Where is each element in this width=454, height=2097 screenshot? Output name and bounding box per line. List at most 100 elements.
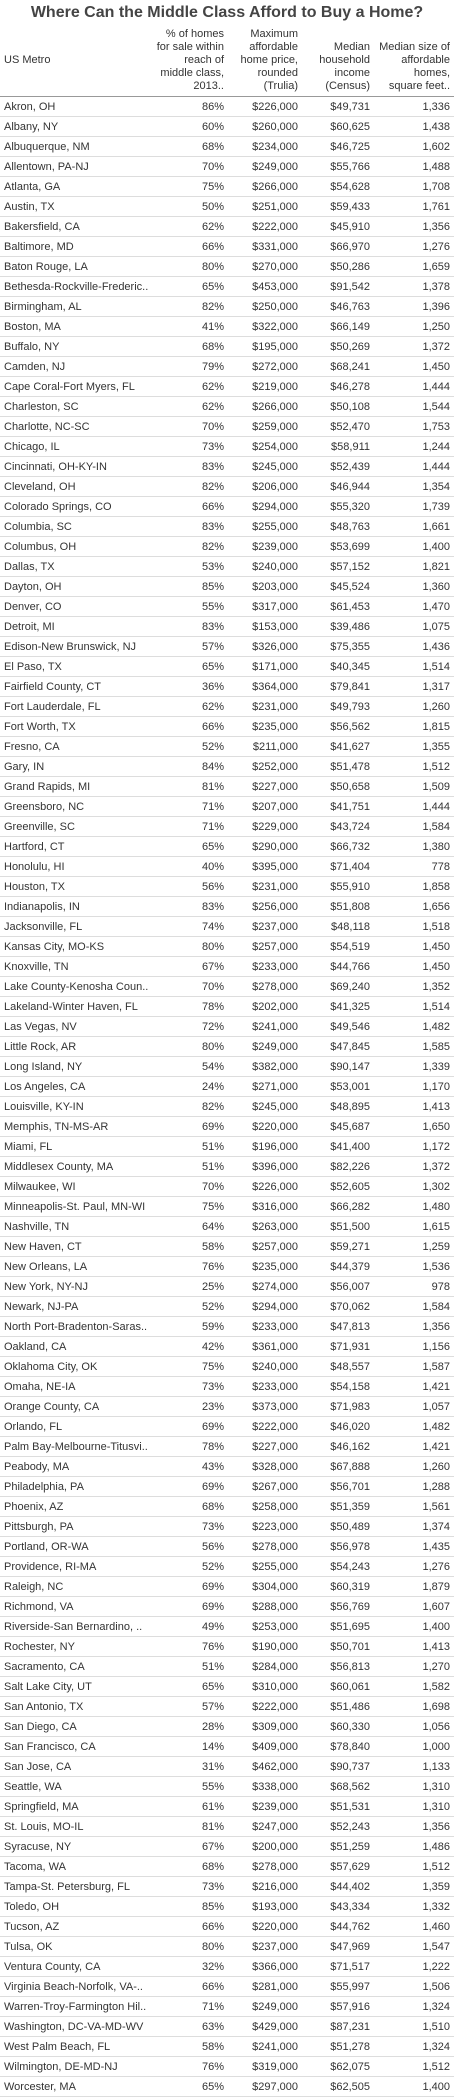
value-cell: 69% bbox=[152, 1116, 228, 1137]
value-cell: $200,000 bbox=[228, 1836, 302, 1857]
metro-cell: Riverside-San Bernardino, .. bbox=[0, 1616, 152, 1637]
value-cell: $260,000 bbox=[228, 116, 302, 137]
value-cell: 1,374 bbox=[374, 1516, 454, 1537]
value-cell: 1,355 bbox=[374, 736, 454, 757]
value-cell: $462,000 bbox=[228, 1756, 302, 1777]
value-cell: 55% bbox=[152, 596, 228, 617]
table-row: West Palm Beach, FL 58% $241,000 $51,278 1,3… bbox=[0, 2036, 454, 2057]
value-cell: $220,000 bbox=[228, 1916, 302, 1937]
value-cell: 81% bbox=[152, 776, 228, 797]
metro-cell: Bakersfield, CA bbox=[0, 216, 152, 237]
value-cell: 1,336 bbox=[374, 96, 454, 117]
metro-cell: Charleston, SC bbox=[0, 396, 152, 417]
value-cell: 80% bbox=[152, 1936, 228, 1957]
value-cell: 65% bbox=[152, 2076, 228, 2097]
value-cell: $258,000 bbox=[228, 1496, 302, 1517]
value-cell: 1,310 bbox=[374, 1796, 454, 1817]
metro-cell: Bethesda-Rockville-Frederic.. bbox=[0, 276, 152, 297]
value-cell: 40% bbox=[152, 856, 228, 877]
value-cell: 1,450 bbox=[374, 956, 454, 977]
value-cell: 1,250 bbox=[374, 316, 454, 337]
value-cell: 69% bbox=[152, 1596, 228, 1617]
value-cell: 74% bbox=[152, 916, 228, 937]
value-cell: 1,172 bbox=[374, 1136, 454, 1157]
value-cell: 1,602 bbox=[374, 136, 454, 157]
metro-cell: Salt Lake City, UT bbox=[0, 1676, 152, 1697]
value-cell: $202,000 bbox=[228, 996, 302, 1017]
value-cell: 1,400 bbox=[374, 2076, 454, 2097]
value-cell: $71,983 bbox=[302, 1396, 374, 1417]
table-row: Atlanta, GA 75% $266,000 $54,628 1,708 bbox=[0, 176, 454, 197]
value-cell: $328,000 bbox=[228, 1456, 302, 1477]
table-row: Omaha, NE-IA 73% $233,000 $54,158 1,421 bbox=[0, 1376, 454, 1397]
value-cell: 84% bbox=[152, 756, 228, 777]
value-cell: $50,701 bbox=[302, 1636, 374, 1657]
metro-cell: Columbus, OH bbox=[0, 536, 152, 557]
table-row: Detroit, MI 83% $153,000 $39,486 1,075 bbox=[0, 616, 454, 637]
value-cell: $245,000 bbox=[228, 456, 302, 477]
value-cell: $46,020 bbox=[302, 1416, 374, 1437]
value-cell: $44,379 bbox=[302, 1256, 374, 1277]
value-cell: 62% bbox=[152, 696, 228, 717]
table-row: Knoxville, TN 67% $233,000 $44,766 1,450 bbox=[0, 956, 454, 977]
value-cell: 80% bbox=[152, 256, 228, 277]
value-cell: 42% bbox=[152, 1336, 228, 1357]
value-cell: 24% bbox=[152, 1076, 228, 1097]
value-cell: 1,582 bbox=[374, 1676, 454, 1697]
metro-cell: Fairfield County, CT bbox=[0, 676, 152, 697]
value-cell: $255,000 bbox=[228, 516, 302, 537]
table-row: San Diego, CA 28% $309,000 $60,330 1,056 bbox=[0, 1716, 454, 1737]
value-cell: 56% bbox=[152, 876, 228, 897]
value-cell: $235,000 bbox=[228, 716, 302, 737]
metro-cell: Boston, MA bbox=[0, 316, 152, 337]
value-cell: $288,000 bbox=[228, 1596, 302, 1617]
value-cell: $219,000 bbox=[228, 376, 302, 397]
metro-cell: Akron, OH bbox=[0, 96, 152, 117]
value-cell: $59,271 bbox=[302, 1236, 374, 1257]
value-cell: $61,453 bbox=[302, 596, 374, 617]
metro-cell: Syracuse, NY bbox=[0, 1836, 152, 1857]
value-cell: 50% bbox=[152, 196, 228, 217]
value-cell: 1,324 bbox=[374, 1996, 454, 2017]
metro-cell: Albuquerque, NM bbox=[0, 136, 152, 157]
table-row: Columbus, OH 82% $239,000 $53,699 1,400 bbox=[0, 536, 454, 557]
value-cell: 1,372 bbox=[374, 1156, 454, 1177]
value-cell: $51,359 bbox=[302, 1496, 374, 1517]
value-cell: $364,000 bbox=[228, 676, 302, 697]
value-cell: 75% bbox=[152, 1356, 228, 1377]
value-cell: $290,000 bbox=[228, 836, 302, 857]
value-cell: 59% bbox=[152, 1316, 228, 1337]
value-cell: 82% bbox=[152, 296, 228, 317]
value-cell: $257,000 bbox=[228, 936, 302, 957]
value-cell: 28% bbox=[152, 1716, 228, 1737]
value-cell: 76% bbox=[152, 1256, 228, 1277]
value-cell: 52% bbox=[152, 1556, 228, 1577]
value-cell: $78,840 bbox=[302, 1736, 374, 1757]
metro-cell: Tucson, AZ bbox=[0, 1916, 152, 1937]
metro-cell: Albany, NY bbox=[0, 116, 152, 137]
value-cell: $56,007 bbox=[302, 1276, 374, 1297]
metro-cell: Phoenix, AZ bbox=[0, 1496, 152, 1517]
metro-cell: San Diego, CA bbox=[0, 1716, 152, 1737]
metro-cell: San Antonio, TX bbox=[0, 1696, 152, 1717]
value-cell: 67% bbox=[152, 1836, 228, 1857]
value-cell: 69% bbox=[152, 1476, 228, 1497]
value-cell: 1,170 bbox=[374, 1076, 454, 1097]
table-row: Austin, TX 50% $251,000 $59,433 1,761 bbox=[0, 196, 454, 217]
metro-cell: Columbia, SC bbox=[0, 516, 152, 537]
value-cell: $254,000 bbox=[228, 436, 302, 457]
value-cell: 73% bbox=[152, 1516, 228, 1537]
metro-cell: Tampa-St. Petersburg, FL bbox=[0, 1876, 152, 1897]
table-row: Allentown, PA-NJ 70% $249,000 $55,766 1,488 bbox=[0, 156, 454, 177]
value-cell: $70,062 bbox=[302, 1296, 374, 1317]
value-cell: $54,158 bbox=[302, 1376, 374, 1397]
metro-cell: Dallas, TX bbox=[0, 556, 152, 577]
table-row: Oakland, CA 42% $361,000 $71,931 1,156 bbox=[0, 1336, 454, 1357]
value-cell: $54,243 bbox=[302, 1556, 374, 1577]
metro-cell: Warren-Troy-Farmington Hil.. bbox=[0, 1996, 152, 2017]
value-cell: 1,753 bbox=[374, 416, 454, 437]
value-cell: $226,000 bbox=[228, 1176, 302, 1197]
value-cell: $255,000 bbox=[228, 1556, 302, 1577]
value-cell: $294,000 bbox=[228, 1296, 302, 1317]
